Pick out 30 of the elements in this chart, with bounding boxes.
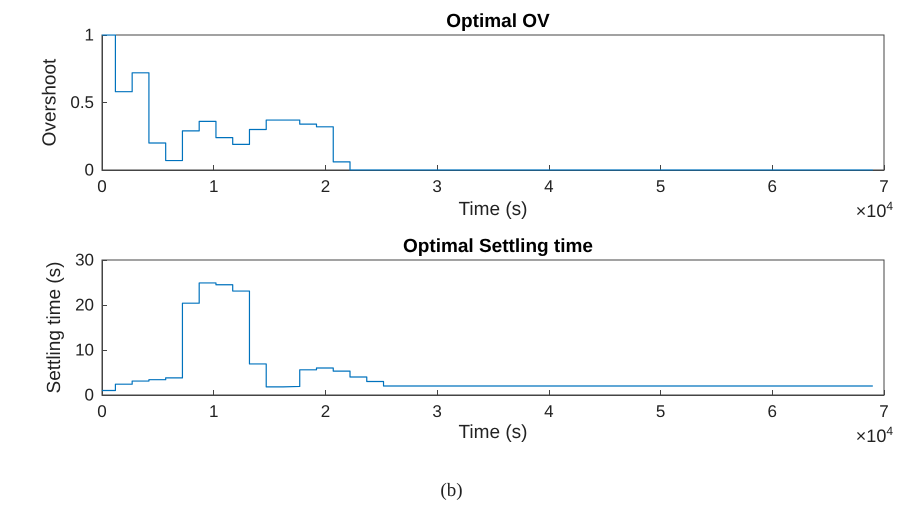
- x-axis-title: Time (s): [458, 422, 528, 443]
- x-axis-title: Time (s): [458, 198, 528, 220]
- x-tick-label: 2: [320, 177, 330, 196]
- x-tick-label: 0: [97, 402, 107, 421]
- y-tick-label: 30: [75, 250, 94, 270]
- x-tick-label: 7: [879, 177, 889, 196]
- text: (b): [440, 480, 463, 501]
- x-tick-label: 3: [432, 402, 442, 421]
- x-tick-label: 7: [879, 402, 889, 421]
- x-tick-label: 5: [656, 402, 666, 421]
- chart-title: Optimal Settling time: [402, 236, 594, 257]
- y-tick-label: 0: [84, 160, 94, 180]
- x-tick-label: 2: [320, 402, 330, 421]
- x-tick-label: 6: [768, 402, 778, 421]
- x-tick-label: 1: [208, 402, 218, 421]
- x-tick-label: 3: [432, 177, 442, 196]
- y-tick-label: 0: [84, 386, 94, 404]
- y-tick-label: 0.5: [70, 93, 94, 112]
- x-tick-label: 4: [544, 402, 554, 421]
- x-tick-label: 1: [208, 177, 218, 196]
- y-axis-title: Settling time (s): [44, 262, 66, 394]
- chart-title: Optimal OV: [446, 11, 550, 32]
- x-tick-label: 6: [768, 177, 778, 196]
- y-tick-label: 1: [84, 26, 94, 44]
- x-tick-label: 0: [97, 177, 107, 196]
- y-axis-title: Overshoot: [39, 58, 60, 146]
- x-tick-label: 5: [656, 177, 666, 196]
- x-tick-label: 4: [544, 177, 554, 196]
- y-tick-label: 10: [75, 340, 94, 360]
- y-tick-label: 20: [75, 296, 94, 314]
